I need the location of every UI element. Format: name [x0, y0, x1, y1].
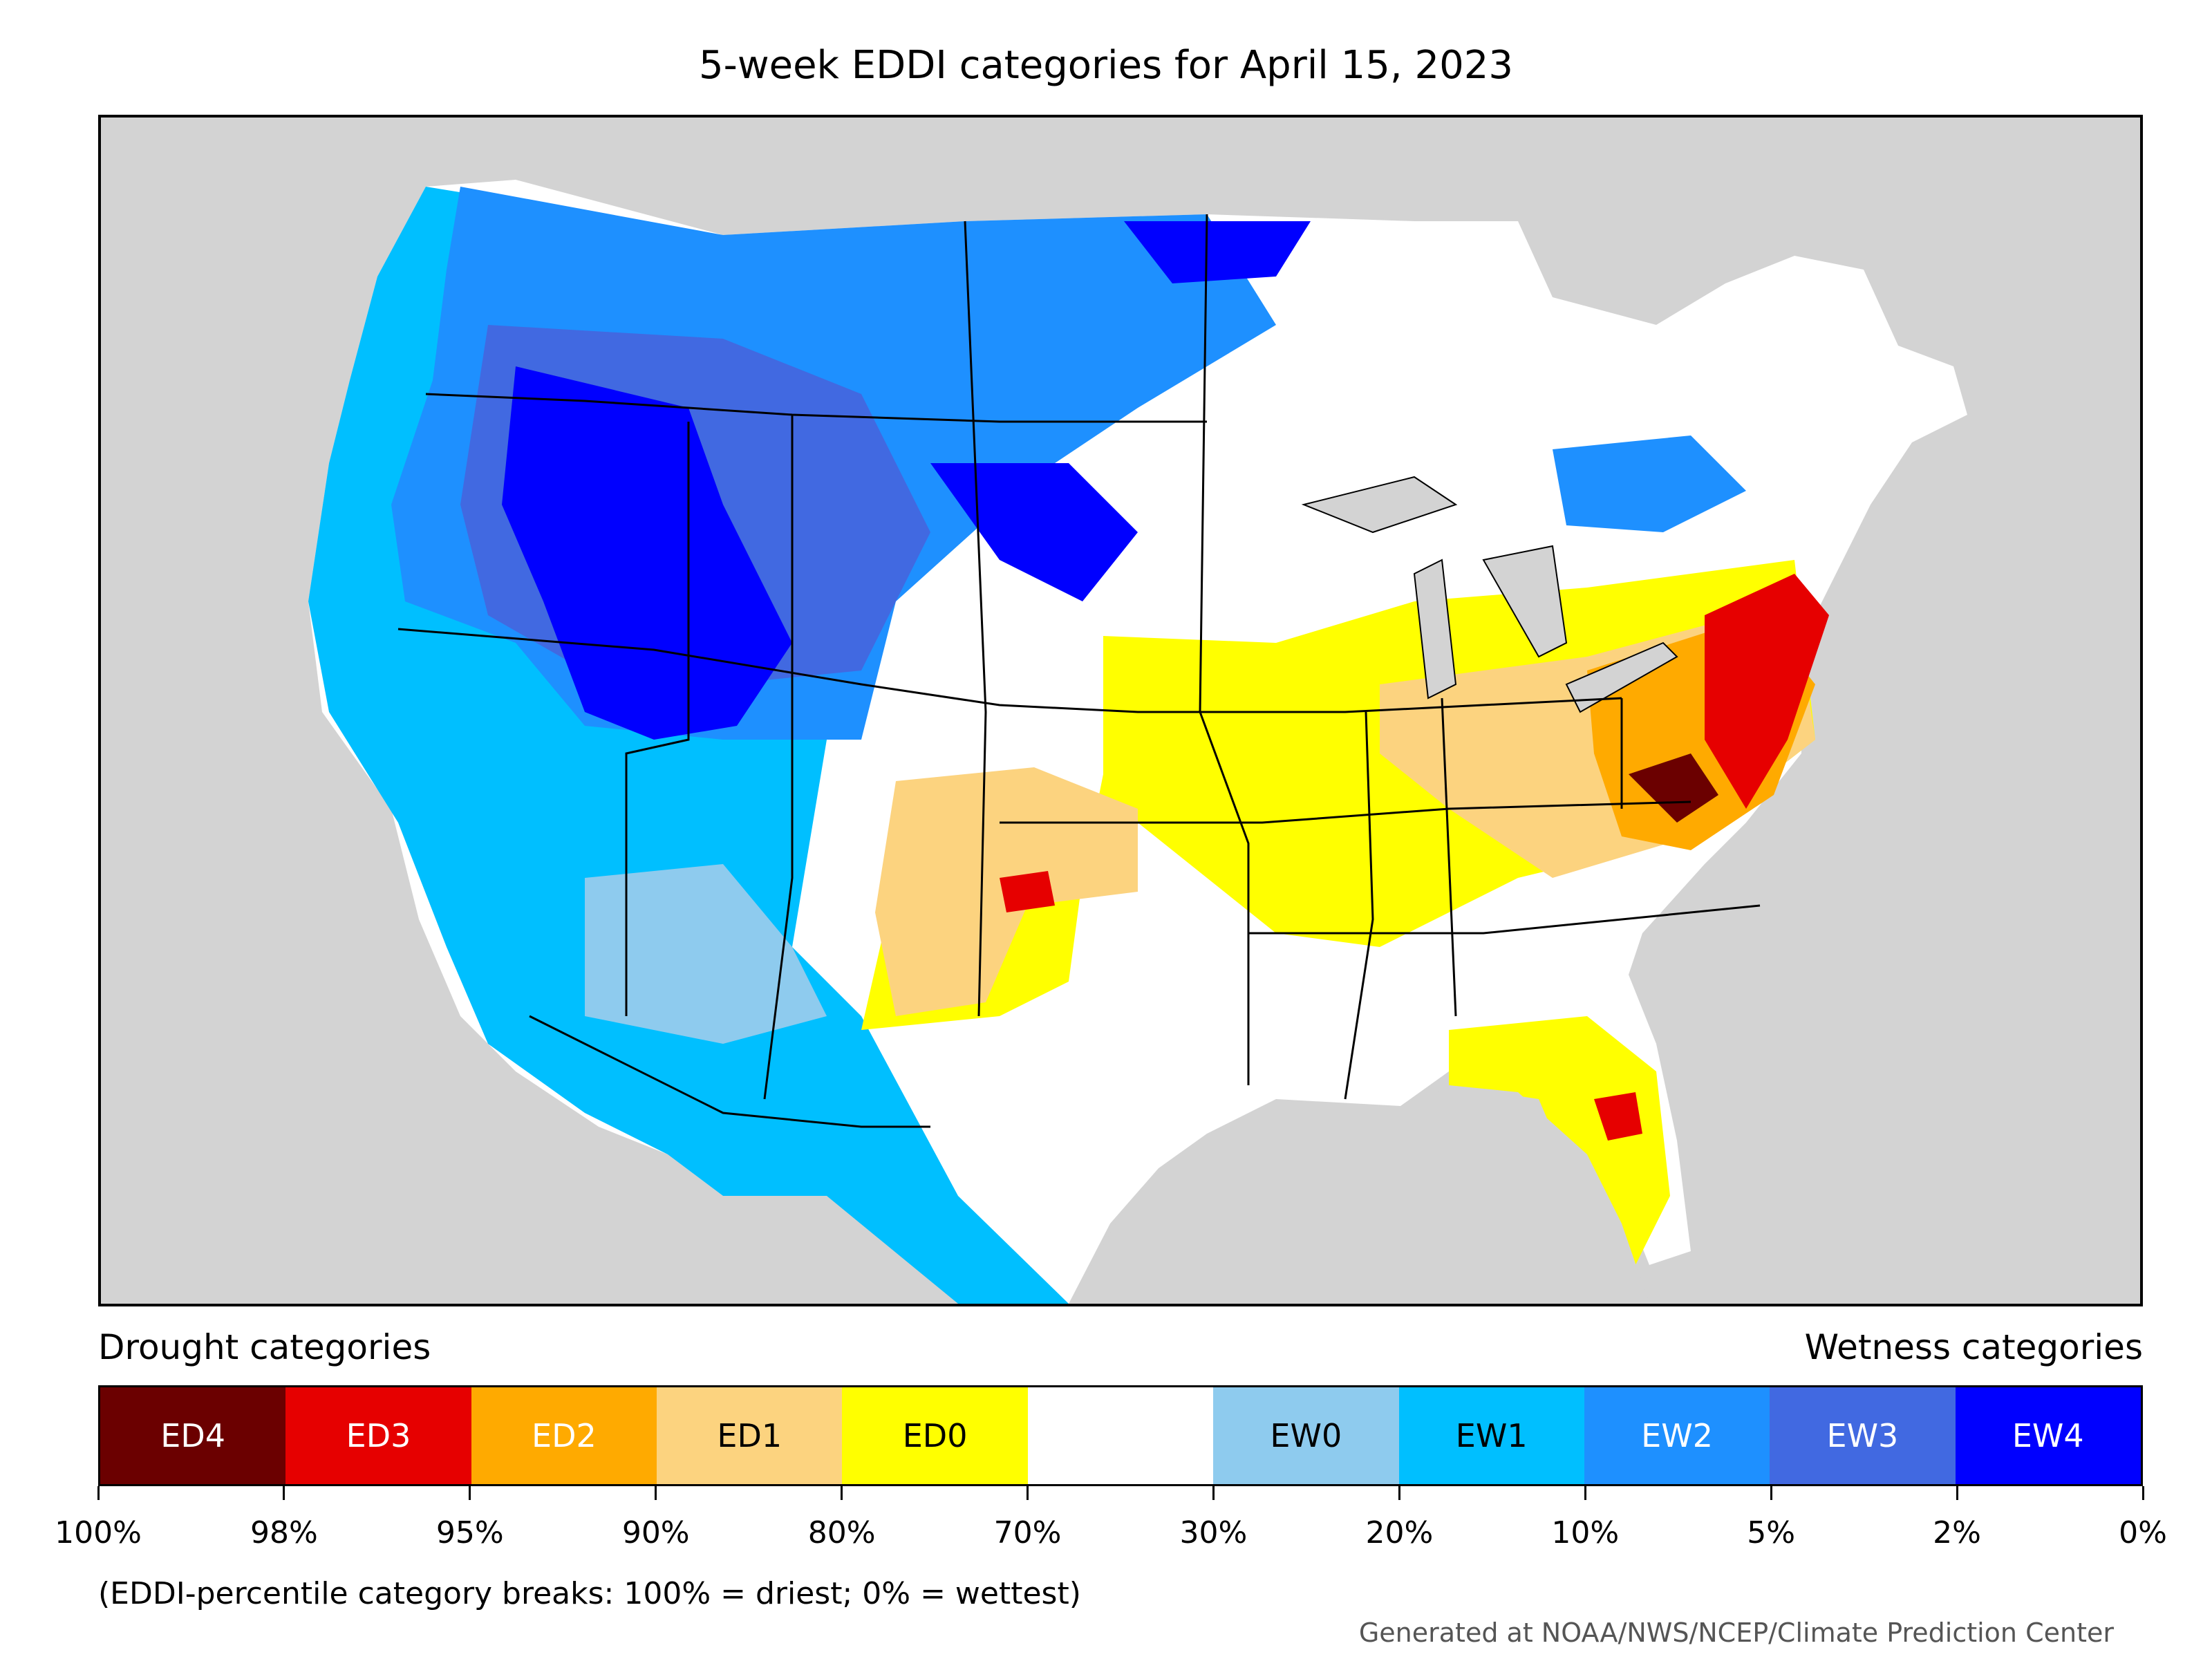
- colorbar-segment-ed4: ED4: [100, 1387, 286, 1484]
- region-ed4-virginia: [1629, 753, 1718, 823]
- colorbar-tick: [655, 1486, 657, 1500]
- state-boundaries: [397, 214, 1761, 1128]
- colorbar-tick-label: 10%: [1551, 1515, 1620, 1550]
- credit-text: Generated at NOAA/NWS/NCEP/Climate Predi…: [1358, 1618, 2114, 1648]
- colorbar-segment-ew0: EW0: [1213, 1387, 1399, 1484]
- colorbar-tick-label: 2%: [1933, 1515, 1981, 1550]
- colorbar-segment-ed0: ED0: [842, 1387, 1028, 1484]
- map-svg: [308, 180, 1967, 1304]
- region-ew2-quebec: [1553, 435, 1746, 532]
- colorbar-tick-label: 100%: [55, 1515, 142, 1550]
- colorbar-tick: [1584, 1486, 1586, 1500]
- region-ew4-west: [502, 366, 792, 740]
- colorbar-tick-label: 90%: [621, 1515, 690, 1550]
- colorbar-segment-ed2: ED2: [471, 1387, 657, 1484]
- colorbar-tick: [283, 1486, 285, 1500]
- region-ew4-north: [930, 463, 1138, 601]
- category-breaks-note: (EDDI-percentile category breaks: 100% =…: [98, 1576, 1081, 1611]
- colorbar-tick: [97, 1486, 100, 1500]
- colorbar-tick: [469, 1486, 471, 1500]
- region-ed3-florida: [1594, 1092, 1642, 1141]
- colorbar-segment-ed3: ED3: [285, 1387, 471, 1484]
- colorbar-segment-ew3: EW3: [1770, 1387, 1956, 1484]
- great-lakes: [1301, 476, 1678, 713]
- region-ed3-east: [1705, 574, 1829, 809]
- colorbar-segment-ew2: EW2: [1584, 1387, 1770, 1484]
- colorbar-tick-label: 95%: [435, 1515, 504, 1550]
- colorbar-tick: [1956, 1486, 1958, 1500]
- colorbar-tick: [1212, 1486, 1215, 1500]
- map-title: 5-week EDDI categories for April 15, 202…: [698, 43, 1514, 88]
- colorbar-tick: [2141, 1486, 2144, 1500]
- category-colorbar: ED4 ED3 ED2 ED1 ED0 EW0 EW1 EW2 EW3 EW4: [98, 1385, 2143, 1486]
- colorbar-tick-label: 80%: [807, 1515, 876, 1550]
- colorbar-segment-ew4: EW4: [1955, 1387, 2141, 1484]
- eddi-map: [98, 115, 2143, 1306]
- colorbar-tick-label: 30%: [1179, 1515, 1248, 1550]
- colorbar-tick: [841, 1486, 843, 1500]
- colorbar-tick: [1770, 1486, 1772, 1500]
- region-ed3-oklahoma: [1000, 871, 1055, 912]
- wetness-categories-label: Wetness categories: [1804, 1327, 2143, 1367]
- colorbar-tick: [1027, 1486, 1029, 1500]
- colorbar-tick-label: 98%: [250, 1515, 318, 1550]
- colorbar-segment-neutral: [1027, 1387, 1214, 1484]
- colorbar-tick: [1398, 1486, 1400, 1500]
- colorbar-tick-label: 70%: [993, 1515, 1062, 1550]
- drought-categories-label: Drought categories: [98, 1327, 431, 1367]
- gulf-of-mexico: [1069, 1085, 1649, 1304]
- colorbar-tick-label: 5%: [1747, 1515, 1796, 1550]
- colorbar-tick-label: 0%: [2119, 1515, 2167, 1550]
- region-ew0-southwest: [585, 864, 827, 1044]
- region-ew4-top: [1124, 221, 1311, 283]
- colorbar-segment-ew1: EW1: [1398, 1387, 1584, 1484]
- colorbar-tick-label: 20%: [1365, 1515, 1434, 1550]
- colorbar-segment-ed1: ED1: [657, 1387, 843, 1484]
